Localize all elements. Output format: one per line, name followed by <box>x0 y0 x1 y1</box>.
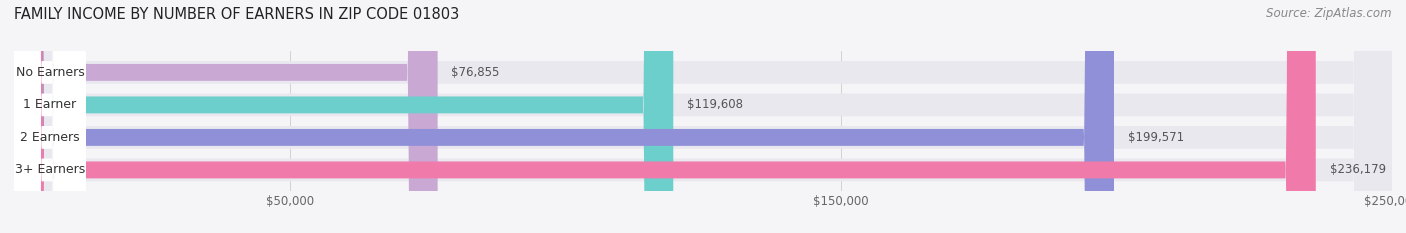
FancyBboxPatch shape <box>8 0 86 233</box>
Text: Source: ZipAtlas.com: Source: ZipAtlas.com <box>1267 7 1392 20</box>
FancyBboxPatch shape <box>14 0 1392 233</box>
Text: No Earners: No Earners <box>15 66 84 79</box>
Text: 2 Earners: 2 Earners <box>20 131 80 144</box>
Text: $119,608: $119,608 <box>688 98 742 111</box>
FancyBboxPatch shape <box>14 0 1316 233</box>
FancyBboxPatch shape <box>8 0 86 233</box>
FancyBboxPatch shape <box>14 0 1392 233</box>
Text: FAMILY INCOME BY NUMBER OF EARNERS IN ZIP CODE 01803: FAMILY INCOME BY NUMBER OF EARNERS IN ZI… <box>14 7 460 22</box>
FancyBboxPatch shape <box>14 0 1392 233</box>
FancyBboxPatch shape <box>8 0 86 233</box>
Text: $76,855: $76,855 <box>451 66 499 79</box>
FancyBboxPatch shape <box>14 0 437 233</box>
FancyBboxPatch shape <box>14 0 1392 233</box>
Text: $199,571: $199,571 <box>1128 131 1184 144</box>
Text: 3+ Earners: 3+ Earners <box>14 163 84 176</box>
Text: 1 Earner: 1 Earner <box>24 98 76 111</box>
Text: $236,179: $236,179 <box>1330 163 1386 176</box>
FancyBboxPatch shape <box>14 0 1114 233</box>
FancyBboxPatch shape <box>8 0 86 233</box>
FancyBboxPatch shape <box>14 0 673 233</box>
